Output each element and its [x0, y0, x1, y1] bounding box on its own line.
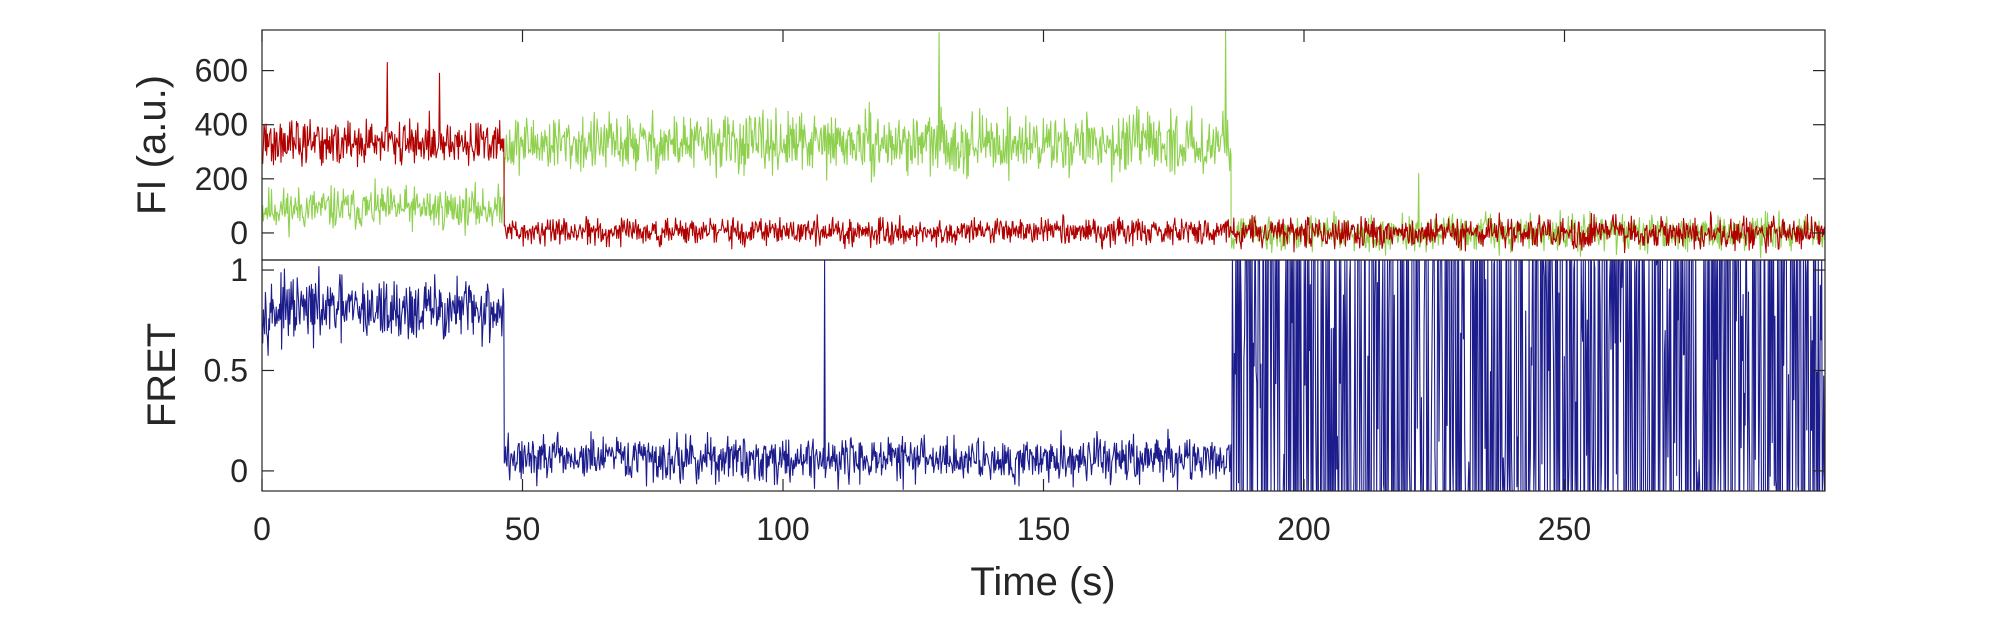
intensity-panel: 0 200 400 600 FI (a.u.) [130, 29, 1826, 261]
trace-series-1 [262, 30, 1825, 259]
x-tick-label: 150 [1017, 511, 1070, 547]
time-x-ticks: 0 50 100 150 200 250 [253, 30, 1591, 547]
x-tick-label: 250 [1538, 511, 1591, 547]
fret-y-ticks: 00.51 [204, 252, 1825, 489]
fret-panel: 00.51 0 50 100 150 200 250 FRET Time (s) [140, 30, 1826, 604]
intensity-y-axis-label: FI (a.u.) [130, 75, 174, 215]
y-tick-label: 400 [195, 107, 248, 143]
trace-series-1 [262, 260, 1825, 491]
fret-y-axis-label: FRET [140, 323, 184, 427]
intensity-y-ticks: 0 200 400 600 [195, 53, 1825, 251]
intensity-traces [262, 30, 1825, 259]
y-tick-label: 200 [195, 161, 248, 197]
y-tick-label: 0 [230, 215, 248, 251]
x-tick-label: 200 [1277, 511, 1330, 547]
time-x-axis-label: Time (s) [970, 560, 1115, 604]
fret-traces [262, 260, 1825, 491]
y-tick-label: 600 [195, 53, 248, 89]
y-tick-label: 1 [230, 252, 248, 288]
y-tick-label: 0 [230, 453, 248, 489]
x-tick-label: 100 [756, 511, 809, 547]
y-tick-label: 0.5 [204, 352, 248, 388]
x-tick-label: 50 [505, 511, 541, 547]
x-tick-label: 0 [253, 511, 271, 547]
trace-series-2 [262, 61, 1825, 254]
